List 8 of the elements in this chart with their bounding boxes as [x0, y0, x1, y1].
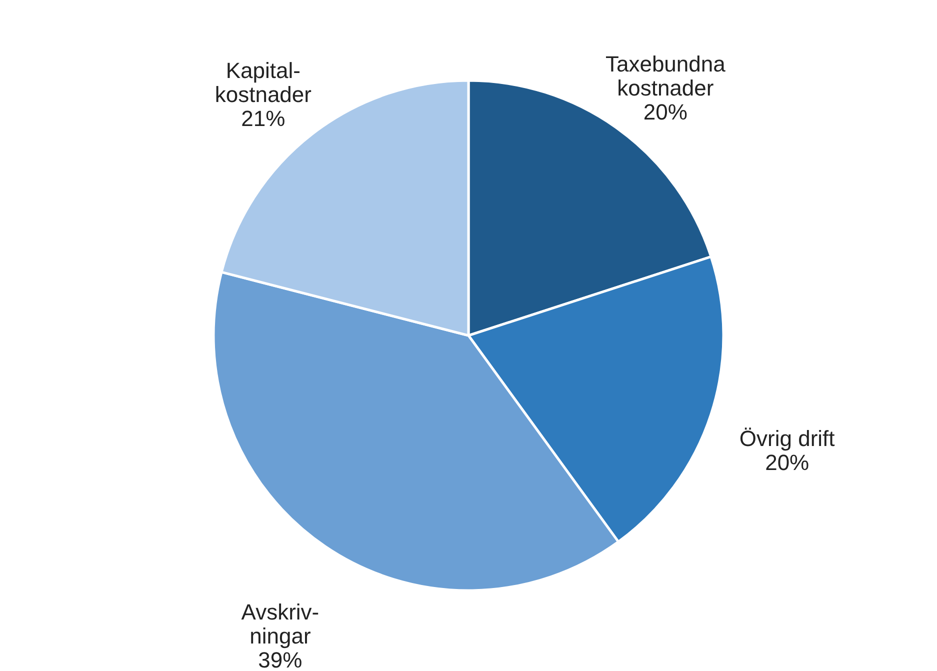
data-label: 20% — [643, 99, 688, 124]
data-label: 39% — [258, 648, 302, 671]
slice-label: Avskriv- ningar — [241, 600, 320, 649]
slice-label: Taxebundna kostnader — [605, 51, 726, 100]
data-label: 21% — [241, 106, 286, 131]
data-label: 20% — [765, 450, 810, 476]
slice-label: Övrig drift — [739, 426, 835, 452]
slice-label: Kapital- kostnader — [214, 58, 312, 107]
